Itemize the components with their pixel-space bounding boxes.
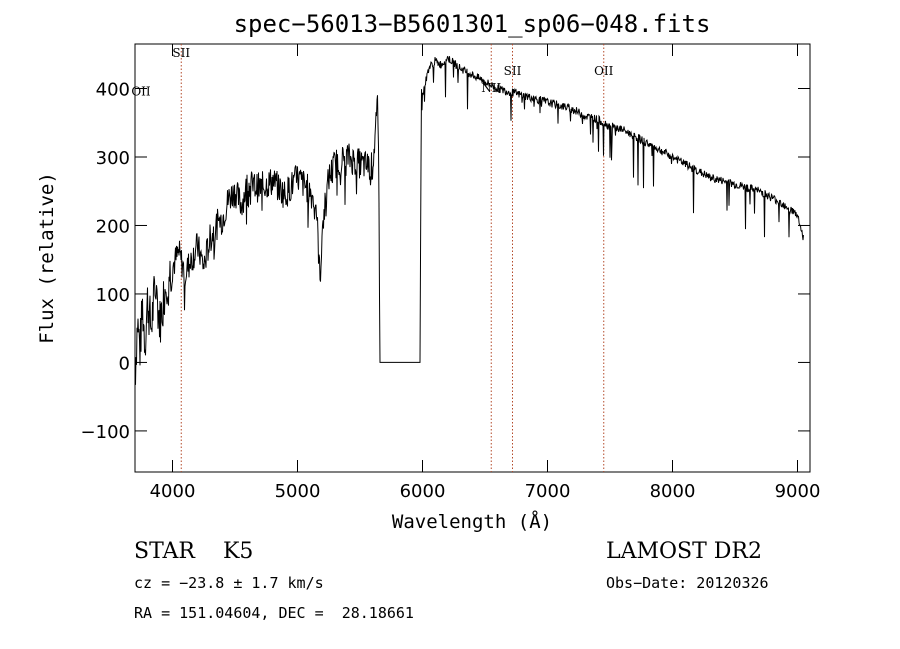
emission-line-label: SII (504, 64, 522, 78)
flux-series-line (134, 55, 804, 385)
chart-title: spec−56013−B5601301_sp06−048.fits (234, 10, 711, 38)
redshift-velocity: cz = −23.8 ± 1.7 km/s (134, 574, 324, 592)
x-tick-label: 4000 (150, 481, 196, 502)
emission-line-label: OII (594, 64, 614, 78)
y-tick-label: 200 (96, 216, 130, 237)
y-tick-label: 0 (119, 353, 130, 374)
y-tick-label: −100 (81, 422, 130, 443)
x-tick-label: 5000 (275, 481, 321, 502)
sky-coordinates: RA = 151.04604, DEC = 28.18661 (134, 604, 414, 622)
y-tick-label: 300 (96, 148, 130, 169)
x-tick-label: 7000 (525, 481, 571, 502)
y-tick-label: 400 (96, 80, 130, 101)
x-tick-label: 8000 (650, 481, 696, 502)
x-tick-label: 9000 (775, 481, 821, 502)
emission-line-label: OII (131, 85, 151, 99)
y-axis-label: Flux (relative) (36, 172, 58, 344)
observation-date: Obs−Date: 20120326 (606, 574, 769, 592)
plot-frame (134, 43, 811, 473)
survey-name: LAMOST DR2 (606, 539, 762, 564)
y-tick-label: 100 (96, 285, 130, 306)
y-axis-ticks: −100 0 100 200 300 400 (81, 80, 810, 443)
emission-line-label: SII (172, 46, 190, 60)
x-tick-label: 6000 (400, 481, 446, 502)
object-type: STAR K5 (134, 539, 254, 564)
x-axis-ticks: 4000 5000 6000 7000 8000 9000 (150, 44, 821, 502)
x-axis-label: Wavelength (Å) (392, 510, 552, 533)
